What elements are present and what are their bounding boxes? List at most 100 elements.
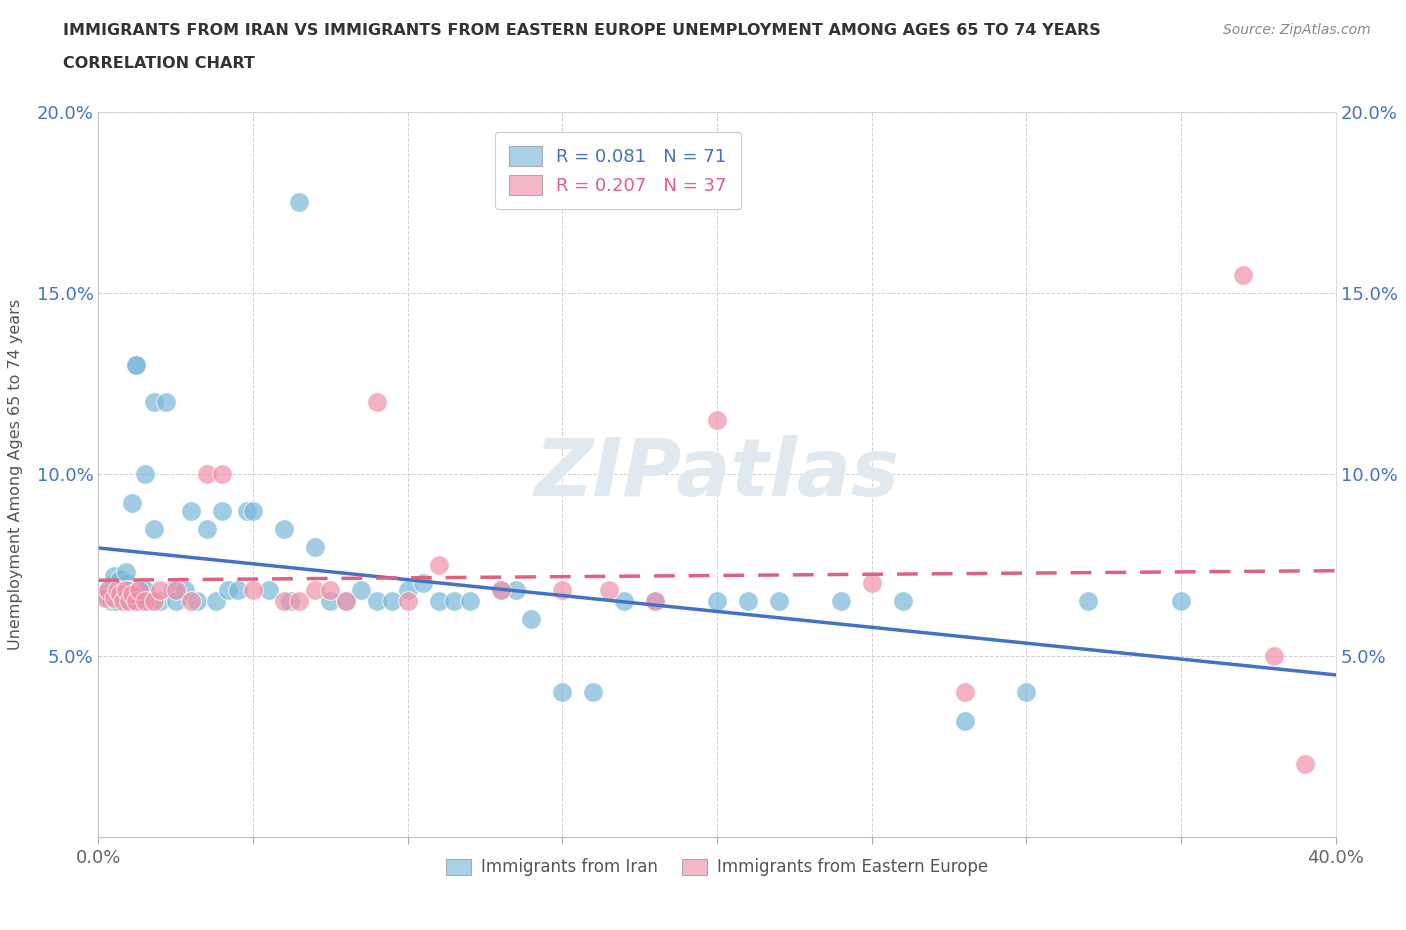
Point: [128, 594, 150, 609]
Point: [1015, 684, 1038, 699]
Point: [551, 583, 574, 598]
Point: [112, 591, 135, 605]
Point: [427, 558, 450, 573]
Point: [155, 394, 177, 409]
Point: [149, 594, 172, 609]
Point: [121, 496, 143, 511]
Point: [768, 594, 790, 609]
Point: [128, 583, 150, 598]
Point: [108, 572, 131, 587]
Point: [644, 594, 666, 609]
Point: [180, 503, 202, 518]
Point: [149, 583, 172, 598]
Point: [115, 583, 138, 598]
Point: [427, 594, 450, 609]
Point: [1170, 594, 1192, 609]
Point: [582, 684, 605, 699]
Point: [953, 684, 976, 699]
Point: [830, 594, 852, 609]
Point: [242, 503, 264, 518]
Point: [319, 583, 342, 598]
Point: [124, 594, 146, 609]
Point: [706, 594, 728, 609]
Point: [165, 594, 187, 609]
Point: [319, 594, 342, 609]
Point: [443, 594, 465, 609]
Point: [118, 594, 141, 609]
Point: [891, 594, 914, 609]
Point: [103, 591, 125, 605]
Point: [162, 583, 184, 598]
Point: [134, 467, 156, 482]
Point: [551, 684, 574, 699]
Point: [115, 576, 138, 591]
Point: [226, 583, 249, 598]
Text: IMMIGRANTS FROM IRAN VS IMMIGRANTS FROM EASTERN EUROPE UNEMPLOYMENT AMONG AGES 6: IMMIGRANTS FROM IRAN VS IMMIGRANTS FROM …: [63, 23, 1101, 38]
Point: [396, 594, 419, 609]
Point: [211, 467, 233, 482]
Point: [412, 576, 434, 591]
Point: [143, 521, 166, 536]
Point: [366, 594, 388, 609]
Point: [143, 394, 166, 409]
Point: [195, 467, 218, 482]
Point: [288, 594, 311, 609]
Point: [131, 583, 153, 598]
Point: [366, 394, 388, 409]
Point: [97, 583, 120, 598]
Point: [613, 594, 636, 609]
Point: [242, 583, 264, 598]
Point: [112, 583, 135, 598]
Point: [1263, 648, 1285, 663]
Point: [520, 612, 543, 627]
Point: [105, 583, 128, 598]
Point: [105, 583, 128, 598]
Point: [737, 594, 759, 609]
Text: ZIPatlas: ZIPatlas: [534, 435, 900, 513]
Point: [211, 503, 233, 518]
Text: CORRELATION CHART: CORRELATION CHART: [63, 56, 254, 71]
Point: [180, 594, 202, 609]
Point: [288, 195, 311, 210]
Point: [350, 583, 373, 598]
Point: [644, 594, 666, 609]
Point: [860, 576, 883, 591]
Point: [103, 568, 125, 583]
Point: [118, 583, 141, 598]
Point: [489, 583, 512, 598]
Point: [335, 594, 357, 609]
Point: [278, 594, 301, 609]
Point: [105, 594, 128, 609]
Point: [108, 587, 131, 602]
Point: [217, 583, 239, 598]
Point: [335, 594, 357, 609]
Point: [136, 594, 159, 609]
Point: [103, 576, 125, 591]
Point: [134, 594, 156, 609]
Point: [1294, 757, 1316, 772]
Point: [93, 587, 115, 602]
Point: [118, 594, 141, 609]
Point: [195, 521, 218, 536]
Point: [505, 583, 527, 598]
Point: [273, 594, 295, 609]
Point: [115, 565, 138, 579]
Point: [186, 594, 208, 609]
Point: [134, 583, 156, 598]
Point: [706, 413, 728, 428]
Point: [112, 594, 135, 609]
Point: [304, 539, 326, 554]
Point: [953, 713, 976, 728]
Point: [205, 594, 228, 609]
Point: [124, 358, 146, 373]
Point: [304, 583, 326, 598]
Point: [108, 579, 131, 594]
Point: [273, 521, 295, 536]
Point: [93, 591, 115, 605]
Point: [236, 503, 259, 518]
Point: [257, 583, 280, 598]
Point: [489, 583, 512, 598]
Point: [381, 594, 404, 609]
Point: [124, 358, 146, 373]
Point: [1077, 594, 1099, 609]
